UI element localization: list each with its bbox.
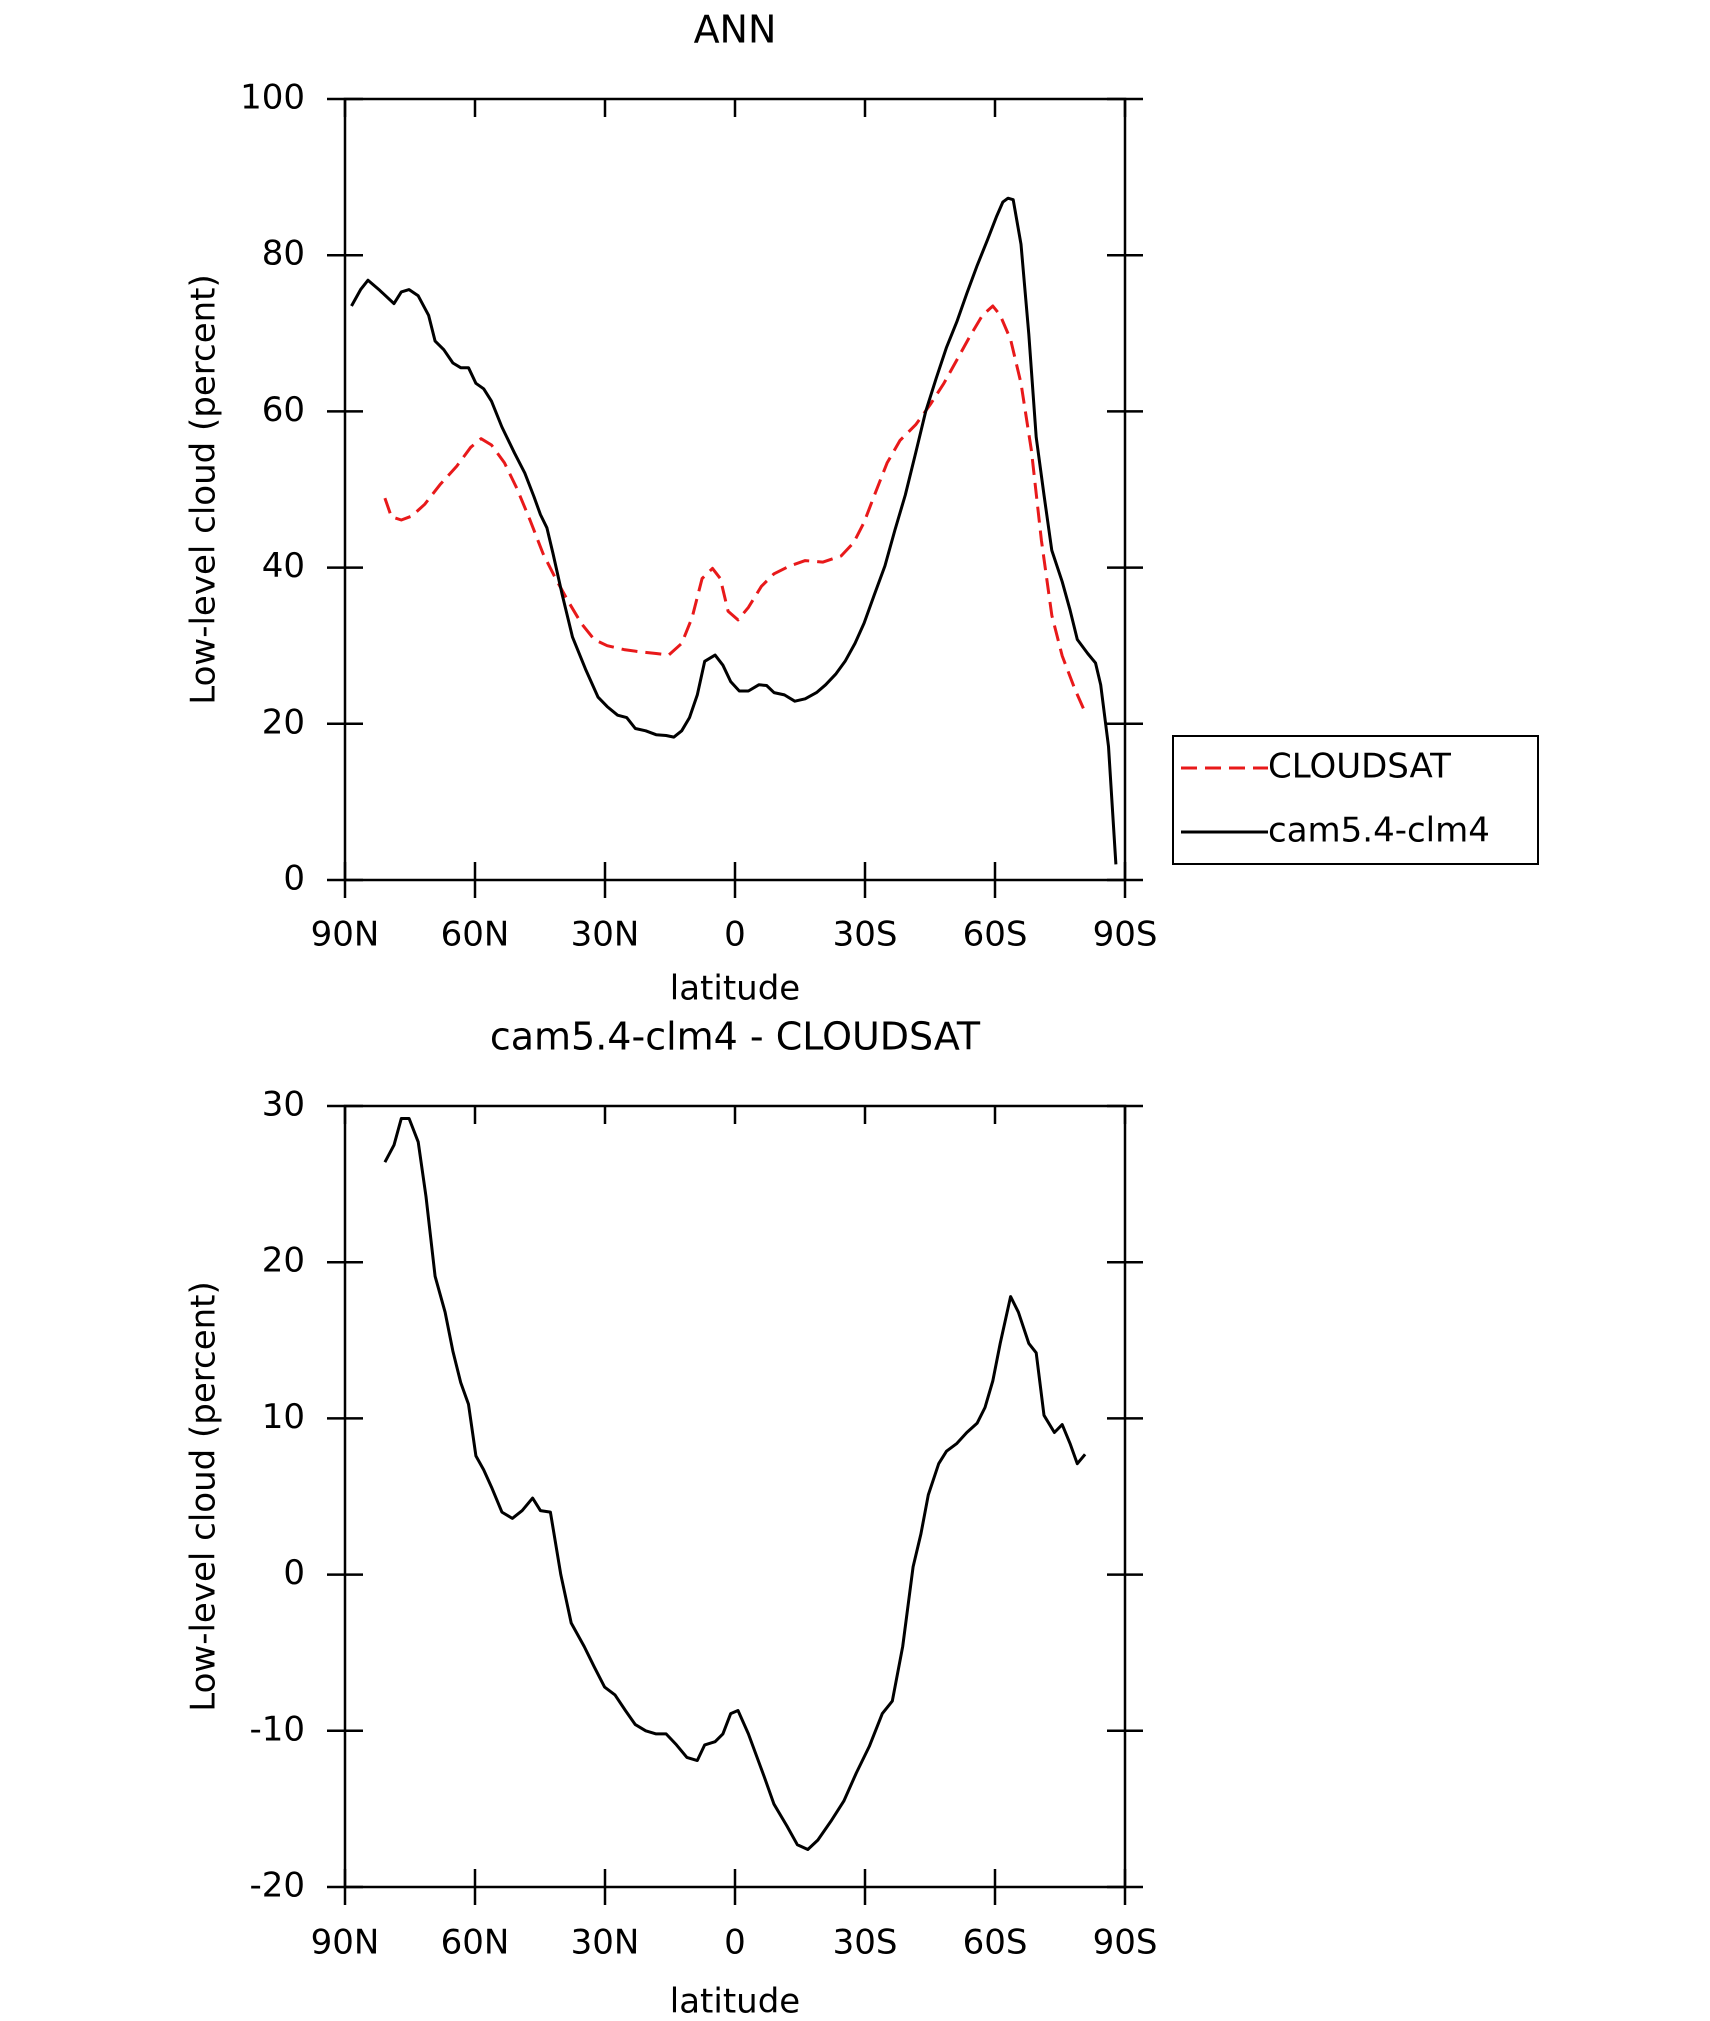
x-axis-label: latitude [670, 969, 800, 1009]
y-tick-label: 100 [240, 78, 305, 118]
y-tick-label: 20 [262, 702, 305, 742]
x-tick-label: 60N [441, 1923, 510, 1963]
x-tick-label: 90S [1093, 915, 1158, 955]
x-tick-label: 60S [963, 915, 1028, 955]
data-line [383, 1117, 1087, 1851]
y-tick-label: 40 [262, 546, 305, 586]
x-axis-label: latitude [670, 1982, 800, 2021]
chart-title: ANN [694, 8, 777, 52]
y-tick-label: 0 [283, 859, 305, 899]
y-tick-label: 10 [262, 1397, 305, 1437]
legend-label: CLOUDSAT [1268, 747, 1451, 787]
legend-box [1172, 735, 1539, 865]
x-tick-label: 0 [724, 1923, 746, 1963]
data-line [350, 196, 1118, 865]
y-axis-label: Low-level cloud (percent) [184, 1281, 224, 1712]
y-tick-label: 60 [262, 390, 305, 430]
y-tick-label: -20 [249, 1866, 305, 1906]
x-tick-label: 30N [571, 1923, 640, 1963]
y-tick-label: 20 [262, 1241, 305, 1281]
x-tick-label: 30S [833, 915, 898, 955]
y-tick-label: 30 [262, 1085, 305, 1125]
plot-frame [343, 1104, 1127, 1889]
x-tick-label: 60N [441, 915, 510, 955]
x-tick-label: 90S [1093, 1923, 1158, 1963]
x-tick-label: 90N [311, 915, 380, 955]
x-tick-label: 90N [311, 1923, 380, 1963]
y-tick-label: -10 [249, 1709, 305, 1749]
y-axis-label: Low-level cloud (percent) [184, 274, 224, 705]
x-tick-label: 30N [571, 915, 640, 955]
data-line [383, 304, 1088, 716]
chart-title: cam5.4-clm4 - CLOUDSAT [490, 1015, 981, 1059]
x-tick-label: 60S [963, 1923, 1028, 1963]
x-tick-label: 30S [833, 1923, 898, 1963]
y-tick-label: 80 [262, 234, 305, 274]
y-tick-label: 0 [283, 1553, 305, 1593]
x-tick-label: 0 [724, 915, 746, 955]
legend-label: cam5.4-clm4 [1268, 811, 1490, 851]
plot-frame [343, 97, 1127, 882]
